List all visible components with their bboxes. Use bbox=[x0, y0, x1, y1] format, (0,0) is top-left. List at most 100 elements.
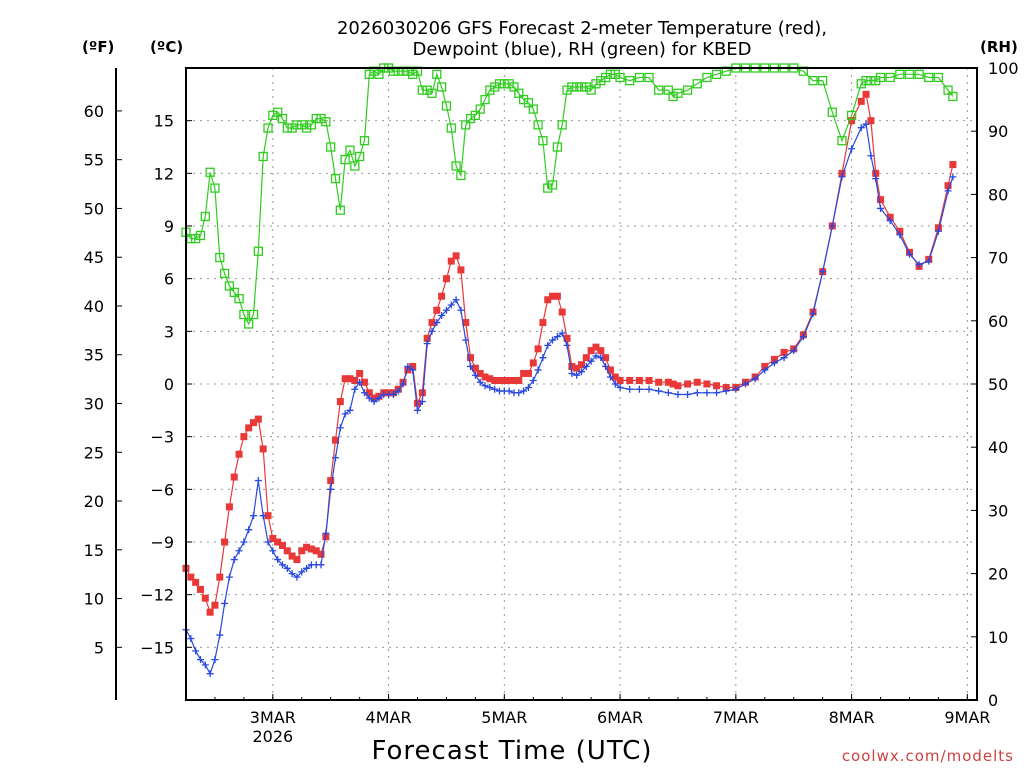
dewpoint-point bbox=[857, 124, 865, 132]
celsius-unit-label: (ºC) bbox=[150, 38, 183, 56]
dewpoint-point bbox=[336, 424, 344, 432]
rh-point bbox=[576, 82, 587, 92]
temperature-point bbox=[317, 550, 325, 558]
dewpoint-point bbox=[751, 375, 759, 383]
chart-title-line1: 2026030206 GFS Forecast 2-meter Temperat… bbox=[337, 18, 827, 39]
celsius-tick-label: −6 bbox=[150, 480, 174, 499]
series-layer bbox=[181, 63, 958, 678]
dewpoint-point bbox=[664, 389, 672, 397]
dewpoint-point bbox=[447, 301, 455, 309]
x-tick-label: 9MAR bbox=[944, 708, 990, 727]
temperature-point bbox=[278, 542, 286, 550]
dewpoint-point bbox=[201, 661, 209, 669]
fahrenheit-tick-label: 30 bbox=[84, 395, 104, 414]
dewpoint-point bbox=[356, 378, 364, 386]
dewpoint-point bbox=[934, 227, 942, 235]
temperature-point bbox=[524, 369, 532, 377]
temperature-point bbox=[467, 354, 475, 362]
temperature-point bbox=[433, 306, 441, 314]
temperature-point bbox=[211, 601, 219, 609]
temperature-point bbox=[240, 433, 248, 441]
dewpoint-point bbox=[481, 382, 489, 390]
dewpoint-point bbox=[534, 366, 542, 374]
dewpoint-point bbox=[684, 391, 692, 399]
dewpoint-point bbox=[905, 250, 913, 258]
dewpoint-point bbox=[544, 341, 552, 349]
dewpoint-point bbox=[206, 670, 214, 678]
dewpoint-point bbox=[819, 268, 827, 276]
rh-point bbox=[229, 287, 239, 298]
x-tick-label: 4MAR bbox=[366, 708, 412, 727]
temperature-point bbox=[674, 382, 682, 390]
rh-tick-label: 20 bbox=[988, 565, 1008, 584]
temperature-point bbox=[500, 376, 508, 384]
temperature-point bbox=[259, 445, 267, 453]
temperature-point bbox=[510, 376, 518, 384]
dewpoint-point bbox=[322, 529, 330, 537]
rh-point bbox=[596, 75, 606, 86]
temperature-point bbox=[587, 347, 595, 355]
dewpoint-point bbox=[770, 359, 778, 367]
temperature-point bbox=[602, 354, 610, 362]
dewpoint-point bbox=[611, 380, 619, 388]
dewpoint-point bbox=[592, 352, 600, 360]
dewpoint-point bbox=[452, 296, 460, 304]
rh-point bbox=[644, 72, 654, 83]
dewpoint-point bbox=[293, 573, 301, 581]
fahrenheit-tick-label: 15 bbox=[84, 541, 104, 560]
dewpoint-point bbox=[761, 366, 769, 374]
dewpoint-point bbox=[288, 570, 296, 578]
rh-point bbox=[244, 319, 254, 329]
rh-point bbox=[258, 151, 268, 162]
dewpoint-point bbox=[269, 547, 277, 555]
dewpoint-point bbox=[602, 362, 610, 370]
dewpoint-point bbox=[370, 398, 378, 406]
dewpoint-point bbox=[423, 340, 431, 348]
temperature-point bbox=[293, 556, 301, 564]
rh-point bbox=[292, 120, 302, 130]
rh-point bbox=[215, 252, 225, 263]
rh-point bbox=[282, 123, 292, 133]
credit-text: coolwx.com/modelts bbox=[842, 747, 1014, 765]
rh-tick-label: 30 bbox=[988, 501, 1008, 520]
temperature-point bbox=[544, 296, 552, 304]
dewpoint-point bbox=[582, 362, 590, 370]
dewpoint-point bbox=[414, 406, 422, 414]
x-tick-label: 5MAR bbox=[481, 708, 527, 727]
rh-point bbox=[287, 123, 297, 133]
rh-point bbox=[485, 85, 495, 95]
rh-point bbox=[692, 79, 702, 89]
dewpoint-point bbox=[216, 631, 224, 639]
celsius-tick-label: 3 bbox=[164, 322, 174, 341]
rh-tick-label: 10 bbox=[988, 628, 1008, 647]
temperature-point bbox=[269, 534, 277, 542]
rh-point bbox=[350, 161, 360, 171]
dewpoint-point bbox=[438, 312, 446, 320]
dewpoint-point bbox=[462, 336, 470, 344]
dewpoint-point bbox=[741, 380, 749, 388]
temperature-point bbox=[221, 538, 229, 546]
temperature-point bbox=[370, 394, 378, 402]
fahrenheit-unit-label: (ºF) bbox=[82, 38, 114, 56]
temperature-point bbox=[336, 398, 344, 406]
rh-point bbox=[562, 85, 572, 95]
temperature-point bbox=[452, 252, 460, 260]
rh-tick-label: 90 bbox=[988, 122, 1008, 141]
temperature-point bbox=[486, 375, 494, 383]
temperature-line bbox=[185, 92, 954, 614]
dewpoint-line bbox=[185, 123, 954, 676]
temperature-point bbox=[196, 585, 204, 593]
rh-point bbox=[538, 136, 548, 146]
temperature-point bbox=[549, 292, 557, 300]
dewpoint-point bbox=[433, 319, 441, 327]
rh-point bbox=[552, 142, 563, 152]
rh-point bbox=[547, 180, 558, 190]
rh-point bbox=[340, 154, 350, 165]
rh-tick-label: 50 bbox=[988, 375, 1008, 394]
rh-point bbox=[432, 69, 442, 79]
rh-point bbox=[818, 75, 828, 86]
rh-point bbox=[297, 120, 307, 130]
series-rh bbox=[181, 63, 958, 329]
fahrenheit-tick-label: 5 bbox=[94, 638, 104, 657]
temperature-point bbox=[216, 573, 224, 581]
